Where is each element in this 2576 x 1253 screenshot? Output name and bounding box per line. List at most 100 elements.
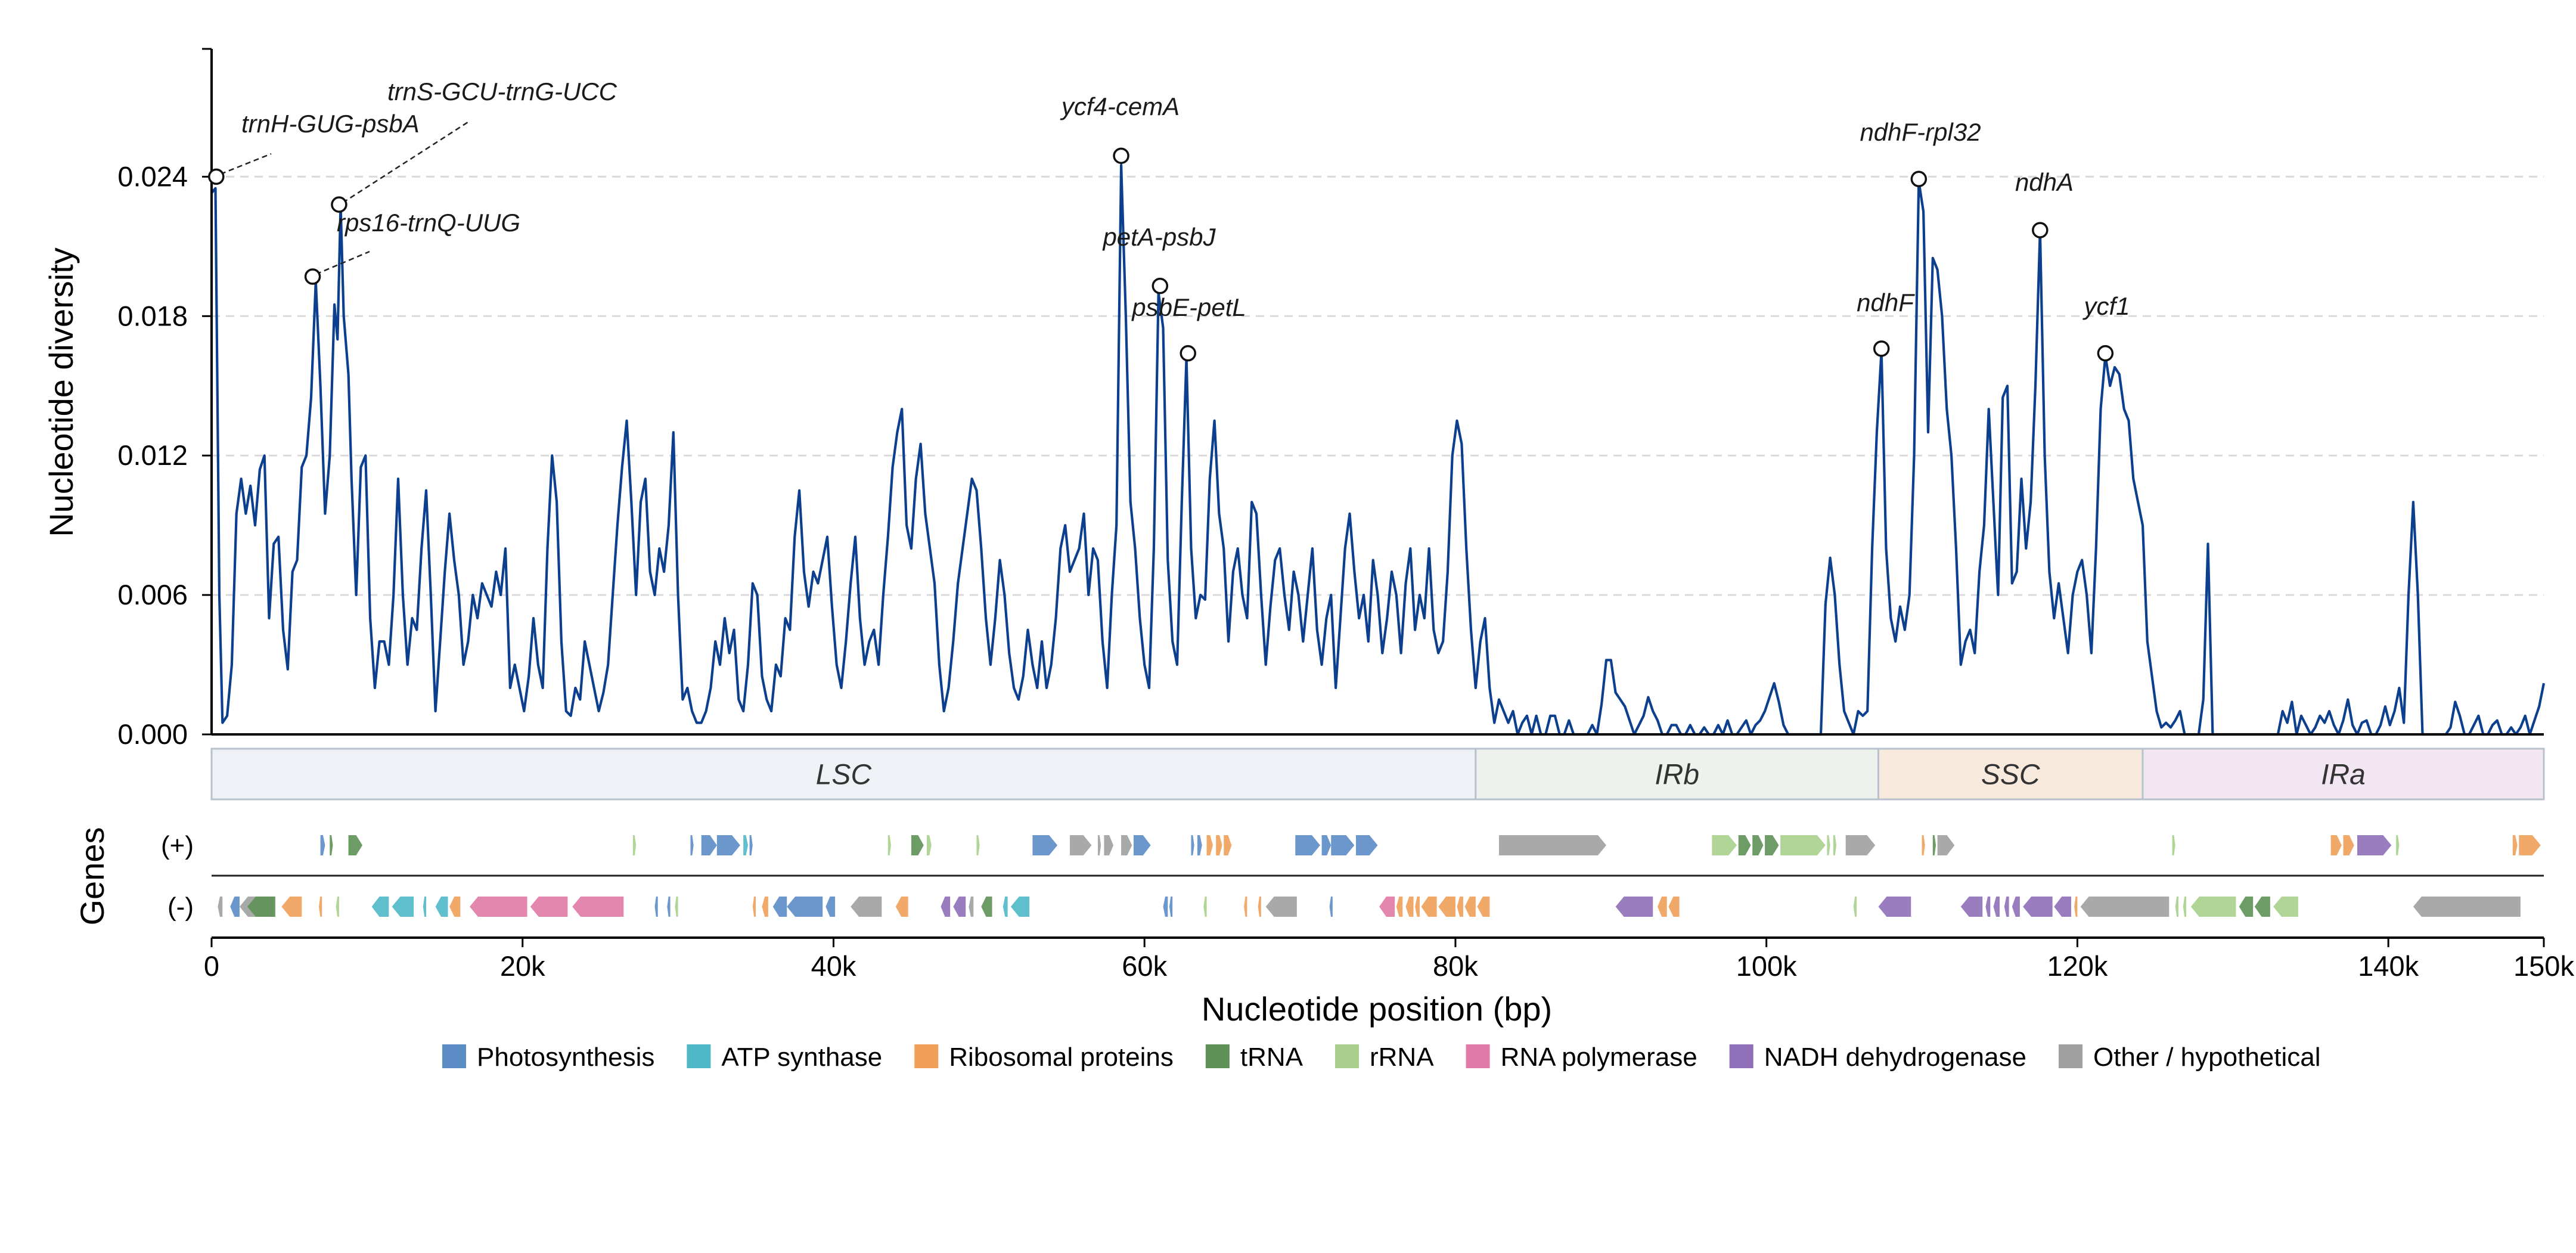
strand-minus-label: (-) xyxy=(167,892,194,922)
peak-annotation: rps16-trnQ-UUG xyxy=(304,209,520,285)
peak-leader-line xyxy=(220,153,272,175)
region-box xyxy=(1877,748,2144,801)
gene-arrow xyxy=(953,897,966,917)
gene-arrow xyxy=(1244,897,1247,917)
x-tick-label: 80k xyxy=(1433,950,1478,982)
gene-arrow xyxy=(371,897,389,917)
gene-arrow xyxy=(2239,897,2254,917)
legend-label: ATP synthase xyxy=(721,1043,882,1072)
peak-annotation: ndhF-rpl32 xyxy=(1860,118,1981,188)
peak-marker xyxy=(2032,222,2049,238)
gene-arrow xyxy=(1960,897,1983,917)
genes-track-title: Genes xyxy=(73,827,111,926)
gene-arrow xyxy=(1615,897,1653,917)
legend-swatch xyxy=(914,1044,939,1068)
gene-arrow xyxy=(2023,897,2053,917)
legend-label: RNA polymerase xyxy=(1501,1043,1697,1072)
gene-arrow xyxy=(1295,835,1320,855)
gene-arrow xyxy=(1415,897,1420,917)
peak-marker xyxy=(1180,345,1196,362)
gene-arrow xyxy=(1010,897,1030,917)
gene-arrow xyxy=(218,897,223,917)
gene-arrow xyxy=(318,897,322,917)
gene-arrow xyxy=(449,897,461,917)
x-tick-label: 140k xyxy=(2358,950,2419,982)
peak-label: ycf1 xyxy=(2082,292,2130,320)
diversity-line xyxy=(210,163,2546,736)
x-tick-label: 120k xyxy=(2047,950,2108,982)
y-axis: 0.000 0.006 0.012 0.018 0.024 xyxy=(117,48,213,750)
legend-swatch xyxy=(442,1044,466,1068)
gene-arrow xyxy=(1937,835,1955,855)
gene-arrow xyxy=(716,835,740,855)
peak-label: ycf4-cemA xyxy=(1060,92,1180,120)
gene-arrow xyxy=(2330,835,2342,855)
gene-arrow xyxy=(2080,897,2170,917)
gene-arrow xyxy=(762,897,768,917)
peak-leader-line xyxy=(315,250,370,275)
y-tick-label: 0.000 xyxy=(117,718,188,750)
gene-arrow xyxy=(1097,835,1101,855)
gene-arrow xyxy=(1477,897,1490,917)
legend-label: tRNA xyxy=(1240,1043,1303,1072)
region-label: IRb xyxy=(1655,759,1699,791)
legend-swatch xyxy=(1729,1044,1753,1068)
gene-arrow xyxy=(2512,835,2518,855)
peak-marker xyxy=(1910,170,1928,188)
peak-annotation: petA-psbJ xyxy=(1101,223,1216,294)
legend-item: rRNA xyxy=(1335,1043,1434,1072)
x-tick-label: 150k xyxy=(2513,950,2574,982)
gene-arrow xyxy=(1191,835,1194,855)
gene-arrow xyxy=(330,835,333,855)
gene-arrow xyxy=(1379,897,1395,917)
peak-annotation: ycf4-cemA xyxy=(1060,92,1180,165)
gene-arrow xyxy=(230,897,240,917)
gene-arrow xyxy=(247,897,275,917)
gene-arrow xyxy=(1258,897,1261,917)
y-tick-label: 0.018 xyxy=(117,300,188,331)
gene-arrow xyxy=(941,897,951,917)
region-ssc: SSC xyxy=(1877,748,2144,801)
strand-plus-label: (+) xyxy=(161,831,194,860)
gene-arrow xyxy=(2054,897,2071,917)
peak-label: ndhA xyxy=(2015,168,2074,196)
gene-arrow xyxy=(1421,897,1437,917)
peak-annotation: ndhF xyxy=(1857,289,1915,357)
legend-label: Other / hypothetical xyxy=(2093,1043,2321,1072)
gene-arrow xyxy=(2413,897,2521,917)
gene-arrow xyxy=(281,897,302,917)
peak-label: ndhF-rpl32 xyxy=(1860,118,1981,146)
gene-arrow xyxy=(1658,897,1667,917)
legend-item: Other / hypothetical xyxy=(2058,1043,2321,1072)
genome-regions-bar: LSC IRb SSC IRa xyxy=(210,748,2545,801)
gene-arrow xyxy=(1265,897,1297,917)
peak-leader-line xyxy=(342,121,468,204)
gene-arrow xyxy=(632,835,637,855)
legend: Photosynthesis ATP synthase Ribosomal prot… xyxy=(442,1043,2321,1072)
gene-arrow xyxy=(690,835,694,855)
gene-arrow xyxy=(572,897,624,917)
gene-arrow xyxy=(1438,897,1455,917)
region-box xyxy=(2142,748,2545,801)
gene-arrow xyxy=(1206,835,1213,855)
x-tick-label: 0 xyxy=(204,950,219,982)
legend-item: RNA polymerase xyxy=(1466,1043,1697,1072)
gene-arrow xyxy=(2519,835,2541,855)
peak-label: ndhF xyxy=(1857,289,1915,317)
peak-annotation: ndhA xyxy=(2015,168,2074,238)
gene-arrow xyxy=(743,835,748,855)
gene-arrow xyxy=(701,835,717,855)
peak-marker xyxy=(208,168,225,185)
gene-arrow xyxy=(1321,835,1332,855)
x-tick-label: 60k xyxy=(1122,950,1167,982)
peak-marker xyxy=(2097,345,2114,362)
gene-arrow xyxy=(1216,835,1222,855)
gene-arrow xyxy=(1197,835,1202,855)
gene-arrow xyxy=(825,897,836,917)
gene-arrow xyxy=(1457,897,1463,917)
gene-arrow xyxy=(435,897,448,917)
gene-arrow xyxy=(1878,897,1911,917)
region-label: IRa xyxy=(2321,759,2366,791)
gene-arrow xyxy=(2396,835,2400,855)
